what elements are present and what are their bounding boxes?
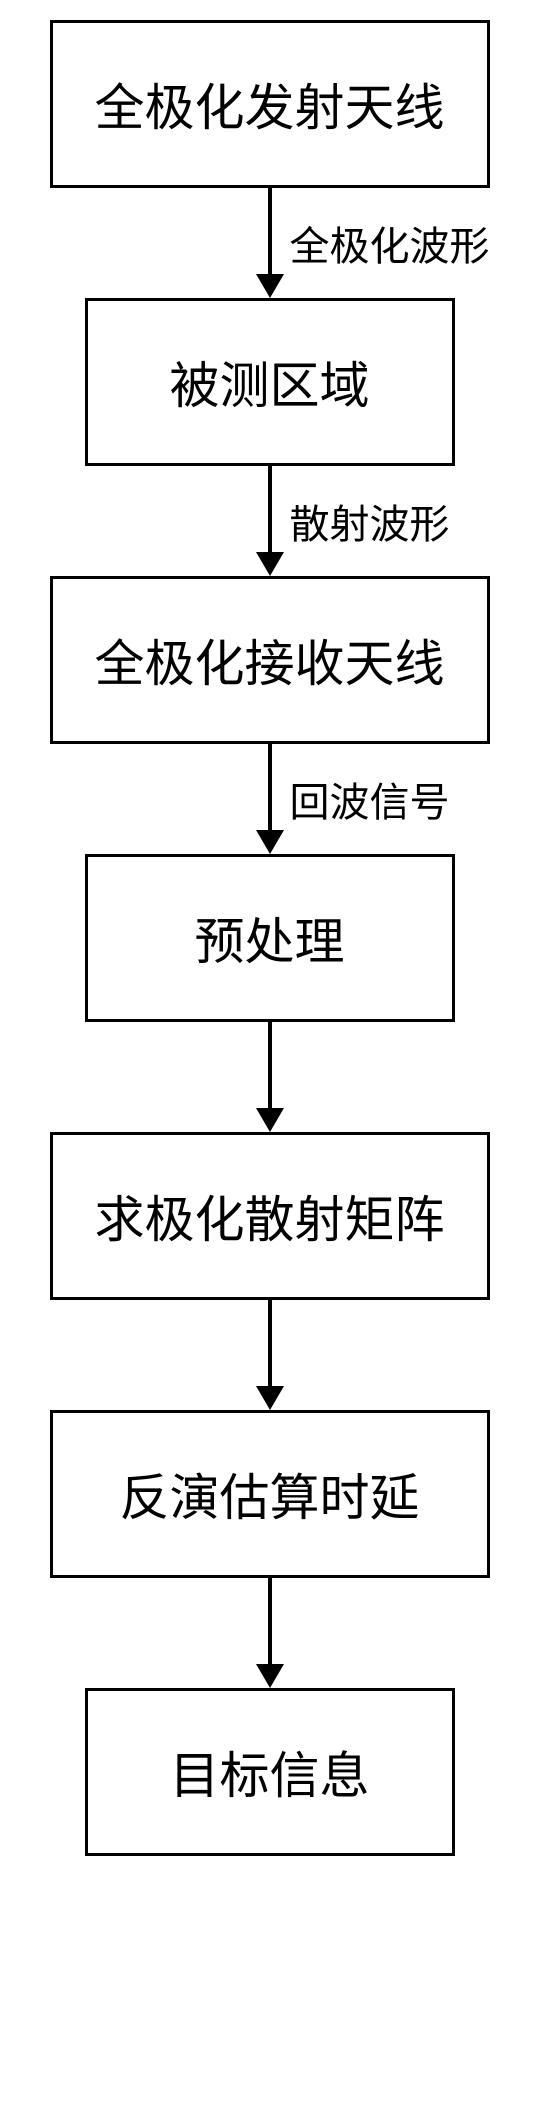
node-receive-antenna: 全极化接收天线 <box>50 576 490 744</box>
edge-label: 散射波形 <box>290 492 450 550</box>
arrow-line <box>268 188 272 274</box>
arrow-head-icon <box>256 1108 284 1132</box>
node-transmit-antenna: 全极化发射天线 <box>50 20 490 188</box>
node-label: 求极化散射矩阵 <box>95 1180 445 1252</box>
arrow-head-icon <box>256 1386 284 1410</box>
node-test-area: 被测区域 <box>85 298 455 466</box>
node-label: 被测区域 <box>170 346 370 418</box>
edge-label: 全极化波形 <box>290 214 490 272</box>
flowchart-container: 全极化发射天线 全极化波形 被测区域 散射波形 全极化接收天线 回波信号 预处理… <box>50 20 490 1856</box>
arrow-head-icon <box>256 1664 284 1688</box>
arrow-line <box>268 744 272 830</box>
arrow-5 <box>256 1300 284 1410</box>
arrow-1: 全极化波形 <box>256 188 284 298</box>
arrow-4 <box>256 1022 284 1132</box>
node-label: 反演估算时延 <box>120 1458 420 1530</box>
node-delay-estimation: 反演估算时延 <box>50 1410 490 1578</box>
arrow-2: 散射波形 <box>256 466 284 576</box>
arrow-3: 回波信号 <box>256 744 284 854</box>
arrow-line <box>268 466 272 552</box>
arrow-6 <box>256 1578 284 1688</box>
node-label: 预处理 <box>195 902 345 974</box>
edge-label: 回波信号 <box>290 770 450 828</box>
arrow-head-icon <box>256 830 284 854</box>
node-label: 全极化发射天线 <box>95 68 445 140</box>
node-label: 目标信息 <box>170 1736 370 1808</box>
node-target-info: 目标信息 <box>85 1688 455 1856</box>
node-label: 全极化接收天线 <box>95 624 445 696</box>
arrow-line <box>268 1578 272 1664</box>
node-scattering-matrix: 求极化散射矩阵 <box>50 1132 490 1300</box>
node-preprocessing: 预处理 <box>85 854 455 1022</box>
arrow-head-icon <box>256 552 284 576</box>
arrow-line <box>268 1022 272 1108</box>
arrow-line <box>268 1300 272 1386</box>
arrow-head-icon <box>256 274 284 298</box>
